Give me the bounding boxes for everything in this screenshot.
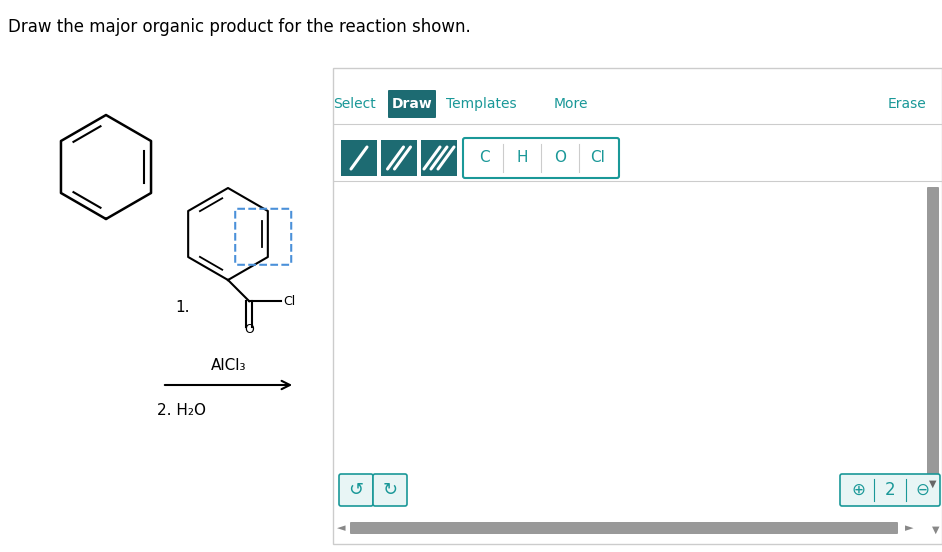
FancyBboxPatch shape (350, 522, 898, 534)
FancyBboxPatch shape (840, 474, 940, 506)
Text: 2: 2 (885, 481, 895, 499)
Text: 1.: 1. (175, 300, 189, 316)
Text: C: C (479, 151, 489, 166)
Text: ▼: ▼ (929, 479, 936, 489)
FancyBboxPatch shape (381, 140, 417, 176)
FancyBboxPatch shape (927, 187, 939, 477)
Text: ⊕: ⊕ (851, 481, 865, 499)
Text: ▼: ▼ (933, 525, 940, 535)
Text: O: O (554, 151, 566, 166)
FancyBboxPatch shape (421, 140, 457, 176)
Text: Draw: Draw (392, 97, 432, 111)
Text: Select: Select (333, 97, 377, 111)
Text: H: H (516, 151, 528, 166)
Text: Cl: Cl (284, 295, 296, 307)
FancyBboxPatch shape (373, 474, 407, 506)
Text: AlCl₃: AlCl₃ (211, 358, 246, 373)
Text: More: More (554, 97, 588, 111)
Text: Cl: Cl (591, 151, 606, 166)
Text: ⊖: ⊖ (915, 481, 929, 499)
Text: ↻: ↻ (382, 481, 398, 499)
Text: 2. H₂O: 2. H₂O (157, 403, 206, 418)
Text: ↺: ↺ (349, 481, 364, 499)
Text: ►: ► (904, 523, 913, 533)
FancyBboxPatch shape (388, 90, 436, 118)
FancyBboxPatch shape (339, 474, 373, 506)
Text: Draw the major organic product for the reaction shown.: Draw the major organic product for the r… (8, 18, 471, 36)
Text: O: O (244, 323, 254, 336)
FancyBboxPatch shape (333, 68, 942, 544)
FancyBboxPatch shape (341, 140, 377, 176)
Text: Erase: Erase (887, 97, 926, 111)
FancyBboxPatch shape (463, 138, 619, 178)
Text: Templates: Templates (446, 97, 516, 111)
Text: ◄: ◄ (336, 523, 346, 533)
